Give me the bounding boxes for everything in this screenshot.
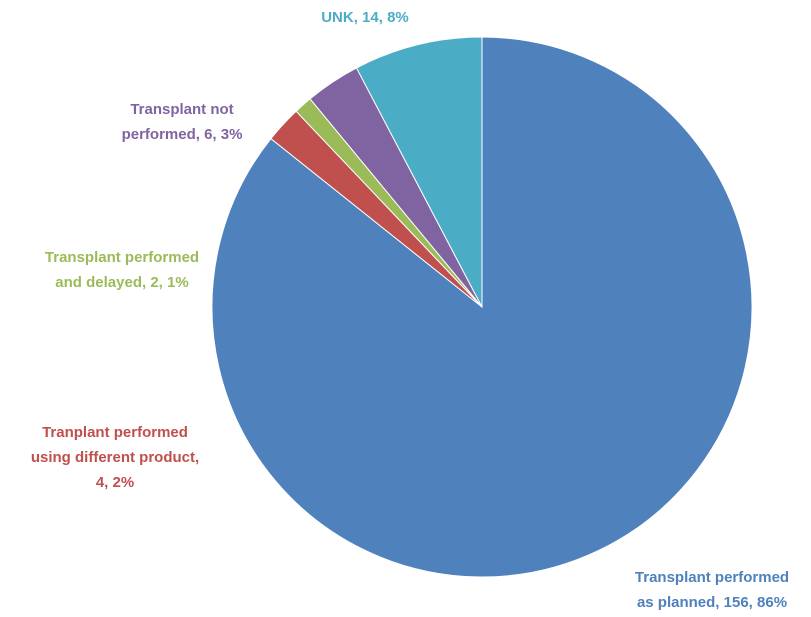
data-label: UNK, 14, 8% [321,9,409,26]
data-label: as planned, 156, 86% [637,594,787,611]
data-label: and delayed, 2, 1% [55,274,188,291]
data-label: 4, 2% [96,474,134,491]
data-label: Transplant not [130,101,233,118]
data-label: Tranplant performed [42,424,188,441]
data-label: using different product, [31,449,199,466]
data-label: Transplant performed [635,569,789,586]
data-label: performed, 6, 3% [122,126,243,143]
pie-slice [355,36,483,308]
data-label: Transplant performed [45,249,199,266]
